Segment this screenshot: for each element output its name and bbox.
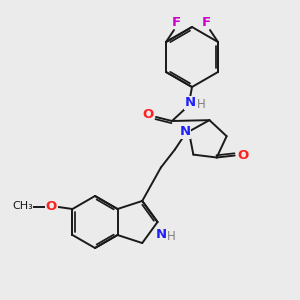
Text: O: O — [142, 109, 154, 122]
Text: F: F — [172, 16, 181, 28]
Text: O: O — [237, 149, 248, 162]
Text: F: F — [201, 16, 211, 28]
Text: H: H — [196, 98, 206, 110]
Text: O: O — [46, 200, 57, 212]
Text: N: N — [179, 125, 191, 138]
Text: N: N — [156, 227, 167, 241]
Text: H: H — [167, 230, 176, 242]
Text: N: N — [184, 97, 196, 110]
Text: CH₃: CH₃ — [12, 201, 33, 211]
